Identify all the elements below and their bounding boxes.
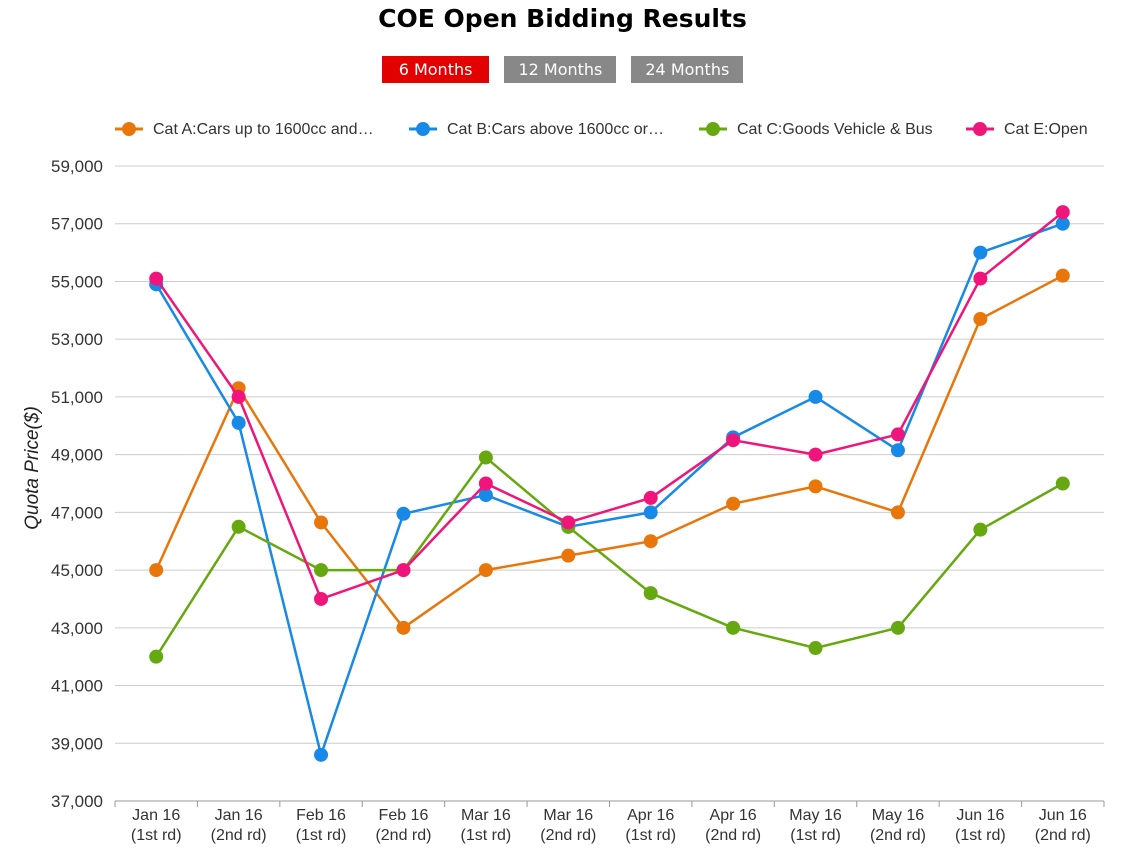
x-tick-label: Feb 16 (1st rd) — [296, 807, 347, 844]
data-point[interactable] — [231, 389, 246, 404]
series-4 — [149, 205, 1070, 606]
legend-item-3[interactable]: Cat C:Goods Vehicle & Bus — [699, 121, 933, 138]
x-tick-label: Mar 16 (1st rd) — [461, 807, 512, 844]
x-tick-label: Jun 16 (1st rd) — [955, 807, 1006, 844]
data-point[interactable] — [1055, 216, 1070, 231]
legend-item-4[interactable]: Cat E:Open — [966, 121, 1088, 138]
legend-item-1[interactable]: Cat A:Cars up to 1600cc and… — [115, 121, 374, 138]
y-tick-label: 49,000 — [51, 446, 103, 465]
data-point[interactable] — [726, 496, 741, 511]
chart-title: COE Open Bidding Results — [378, 4, 747, 33]
range-24-months-button[interactable]: 24 Months — [631, 56, 744, 83]
legend-label: Cat A:Cars up to 1600cc and… — [153, 121, 374, 138]
x-tick-label: Apr 16 (2nd rd) — [705, 807, 761, 844]
data-point[interactable] — [314, 591, 329, 606]
legend-marker-icon — [706, 122, 720, 136]
data-point[interactable] — [973, 245, 988, 260]
data-point[interactable] — [149, 649, 164, 664]
y-tick-label: 39,000 — [51, 734, 103, 753]
legend-item-2[interactable]: Cat B:Cars above 1600cc or… — [409, 121, 664, 138]
data-point[interactable] — [808, 389, 823, 404]
y-tick-label: 55,000 — [51, 272, 103, 291]
series-3 — [149, 450, 1070, 664]
range-selector: 6 Months 12 Months 24 Months — [0, 56, 1125, 83]
data-point[interactable] — [890, 427, 905, 442]
data-point[interactable] — [643, 534, 658, 549]
legend-marker-icon — [416, 122, 430, 136]
series-line — [155, 222, 1064, 757]
series-2 — [149, 216, 1070, 762]
y-tick-label: 47,000 — [51, 503, 103, 522]
legend-label: Cat B:Cars above 1600cc or… — [447, 121, 664, 138]
x-tick-label: Jan 16 (2nd rd) — [211, 807, 267, 844]
data-point[interactable] — [973, 522, 988, 537]
data-point[interactable] — [808, 479, 823, 494]
x-tick-label: Jun 16 (2nd rd) — [1035, 807, 1091, 844]
legend-marker-icon — [973, 122, 987, 136]
x-tick-label: Apr 16 (1st rd) — [625, 807, 676, 844]
data-point[interactable] — [808, 641, 823, 656]
data-point[interactable] — [478, 488, 493, 503]
data-point[interactable] — [1055, 476, 1070, 491]
x-tick-label: Jan 16 (1st rd) — [131, 807, 182, 844]
data-point[interactable] — [396, 620, 411, 635]
y-tick-label: 37,000 — [51, 792, 103, 811]
data-point[interactable] — [643, 505, 658, 520]
series-line — [155, 456, 1064, 658]
data-point[interactable] — [890, 505, 905, 520]
data-point[interactable] — [478, 476, 493, 491]
data-point[interactable] — [890, 620, 905, 635]
legend-label: Cat E:Open — [1004, 121, 1088, 138]
y-axis-title: Quota Price($) — [22, 406, 43, 530]
data-point[interactable] — [396, 506, 411, 521]
legend-label: Cat C:Goods Vehicle & Bus — [737, 121, 933, 138]
range-6-months-button[interactable]: 6 Months — [381, 56, 490, 83]
data-point[interactable] — [643, 490, 658, 505]
y-tick-label: 41,000 — [51, 677, 103, 696]
y-tick-label: 53,000 — [51, 330, 103, 349]
x-tick-label: May 16 (1st rd) — [789, 807, 842, 844]
data-point[interactable] — [478, 450, 493, 465]
range-12-months-button[interactable]: 12 Months — [504, 56, 617, 83]
data-point[interactable] — [396, 563, 411, 578]
x-tick-label: Feb 16 (2nd rd) — [375, 807, 431, 844]
data-point[interactable] — [726, 433, 741, 448]
y-tick-label: 57,000 — [51, 215, 103, 234]
series-line — [155, 211, 1064, 601]
data-point[interactable] — [726, 620, 741, 635]
grid-lines — [115, 165, 1104, 802]
data-point[interactable] — [561, 548, 576, 563]
data-point[interactable] — [314, 563, 329, 578]
data-point[interactable] — [478, 563, 493, 578]
legend-marker-icon — [122, 122, 136, 136]
legend: Cat A:Cars up to 1600cc and… Cat B:Cars a… — [115, 121, 1088, 138]
data-point[interactable] — [149, 563, 164, 578]
y-tick-label: 51,000 — [51, 388, 103, 407]
data-point[interactable] — [561, 515, 576, 530]
data-point[interactable] — [973, 271, 988, 286]
y-axis: 37,000 39,000 41,000 43,000 45,000 47,000 49,0… — [51, 157, 103, 811]
data-point[interactable] — [808, 447, 823, 462]
data-point[interactable] — [149, 271, 164, 286]
data-point[interactable] — [314, 515, 329, 530]
x-tick-label: May 16 (2nd rd) — [870, 807, 926, 844]
y-tick-label: 59,000 — [51, 157, 103, 176]
y-tick-label: 43,000 — [51, 619, 103, 638]
data-point[interactable] — [890, 443, 905, 458]
data-point[interactable] — [1055, 268, 1070, 283]
data-point[interactable] — [314, 747, 329, 762]
x-axis: Jan 16 (1st rd) Jan 16 (2nd rd) Feb 16 (1st r… — [114, 800, 1105, 844]
series-1 — [149, 268, 1070, 635]
data-point[interactable] — [1055, 205, 1070, 220]
data-point[interactable] — [643, 586, 658, 601]
data-point[interactable] — [231, 415, 246, 430]
series-line — [155, 274, 1064, 630]
y-tick-label: 45,000 — [51, 561, 103, 580]
x-tick-label: Mar 16 (2nd rd) — [540, 807, 596, 844]
series-group — [149, 205, 1070, 762]
data-point[interactable] — [973, 311, 988, 326]
data-point[interactable] — [231, 519, 246, 534]
